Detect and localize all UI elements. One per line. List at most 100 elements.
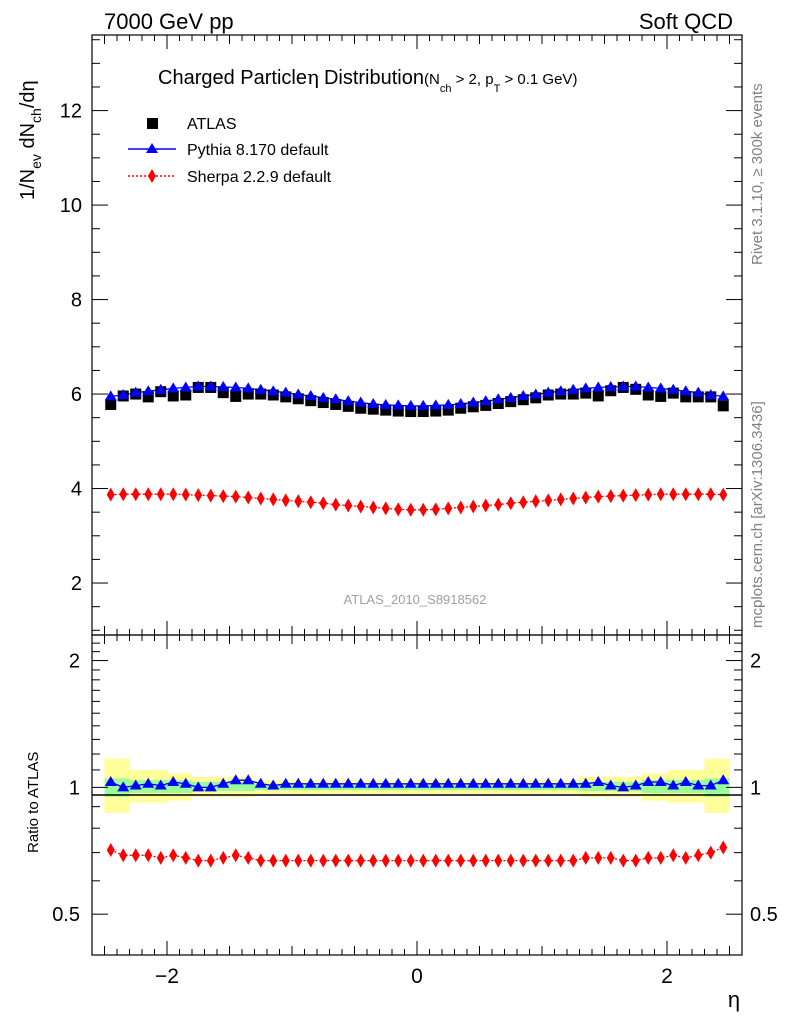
point-atlas-18: [330, 398, 342, 410]
ratio-point-pythia-47: [692, 779, 705, 790]
ylabel-end: /dη: [17, 80, 39, 108]
point-sherpa-41: [619, 488, 628, 503]
legend-atlas-label: ATLAS: [187, 116, 237, 133]
ratio-point-pythia-15: [292, 777, 305, 788]
point-sherpa-20: [356, 499, 365, 514]
point-sherpa-30: [481, 498, 490, 513]
point-sherpa-49: [719, 487, 728, 502]
ratio-point-pythia-33: [517, 777, 530, 788]
rivet-label: Rivet 3.1.10, ≥ 300k events: [749, 83, 766, 265]
point-pythia-26: [429, 399, 442, 410]
legend-atlas-marker: [147, 118, 158, 129]
axis-ticks: [92, 35, 742, 955]
ratio-point-pythia-5: [167, 775, 180, 786]
point-sherpa-39: [594, 489, 603, 504]
ratio-point-sherpa-3: [144, 848, 153, 863]
band-inner-7: [667, 780, 705, 793]
ratio-point-sherpa-31: [494, 853, 503, 868]
ratio-point-pythia-7: [192, 781, 205, 792]
point-pythia-45: [667, 383, 680, 394]
point-pythia-18: [329, 393, 342, 404]
point-sherpa-48: [706, 487, 715, 502]
ratio-point-pythia-19: [342, 777, 355, 788]
ratio-point-pythia-14: [279, 777, 292, 788]
ratio-point-sherpa-48: [706, 845, 715, 860]
point-pythia-1: [117, 389, 130, 399]
legend: ATLAS Pythia 8.170 default Sherpa 2.2.9 …: [128, 116, 332, 186]
ratio-point-sherpa-10: [231, 848, 240, 863]
point-sherpa-2: [131, 487, 140, 502]
y-tick-label-main: 10: [60, 195, 82, 217]
title-eta: η: [307, 65, 319, 89]
point-sherpa-45: [669, 487, 678, 502]
x-tick-label: 0: [411, 965, 423, 988]
ylabel-ch: ch: [28, 108, 44, 123]
point-sherpa-8: [206, 488, 215, 503]
ylabel-mid: dN: [17, 123, 39, 154]
ratio-point-sherpa-19: [344, 853, 353, 868]
ratio-point-sherpa-37: [569, 853, 578, 868]
ratio-point-sherpa-38: [581, 850, 590, 865]
point-sherpa-16: [306, 495, 315, 510]
ratio-point-pythia-11: [242, 774, 255, 785]
ratio-point-sherpa-9: [219, 850, 228, 865]
ratio-point-pythia-27: [442, 777, 455, 788]
ylabel-ev: ev: [28, 154, 44, 169]
point-sherpa-14: [281, 493, 290, 508]
band-inner-4: [254, 783, 580, 791]
point-atlas-19: [342, 400, 354, 412]
point-sherpa-32: [506, 496, 515, 511]
point-pythia-23: [392, 399, 405, 410]
point-pythia-36: [554, 385, 567, 396]
point-pythia-37: [567, 383, 580, 394]
ratio-point-sherpa-23: [394, 853, 403, 868]
point-atlas-17: [317, 397, 329, 409]
ratio-y-axis-label: Ratio to ATLAS: [25, 752, 42, 853]
point-pythia-48: [704, 389, 717, 399]
title-sub-end: > 0.1 GeV): [500, 71, 577, 88]
point-pythia-33: [517, 389, 530, 400]
ratio-point-pythia-29: [467, 777, 480, 788]
ratio-point-pythia-20: [354, 777, 367, 788]
ratio-point-sherpa-40: [606, 850, 615, 865]
main-panel: [92, 35, 742, 635]
point-sherpa-28: [456, 500, 465, 515]
ratio-point-sherpa-0: [106, 843, 115, 858]
point-pythia-6: [179, 381, 192, 392]
point-atlas-43: [642, 389, 654, 401]
ratio-point-pythia-40: [604, 779, 617, 790]
ratio-point-pythia-49: [717, 774, 730, 785]
point-sherpa-38: [581, 490, 590, 505]
ratio-point-sherpa-5: [169, 848, 178, 863]
y-tick-label-main: 4: [71, 479, 82, 501]
ratio-point-sherpa-34: [531, 853, 540, 868]
ratio-point-pythia-46: [679, 775, 692, 786]
point-pythia-3: [142, 385, 155, 396]
ratio-point-sherpa-36: [556, 853, 565, 868]
point-sherpa-11: [244, 490, 253, 505]
point-pythia-43: [642, 381, 655, 392]
point-sherpa-33: [519, 495, 528, 510]
ratio-point-sherpa-46: [681, 850, 690, 865]
title-sub-t: T: [494, 83, 501, 95]
point-atlas-37: [567, 388, 579, 400]
ratio-point-pythia-10: [229, 774, 242, 785]
ratio-point-sherpa-16: [306, 853, 315, 868]
ratio-point-pythia-22: [379, 777, 392, 788]
point-atlas-9: [217, 387, 229, 399]
point-pythia-0: [104, 390, 117, 401]
ratio-point-sherpa-17: [319, 853, 328, 868]
point-atlas-6: [180, 389, 192, 401]
ratio-point-sherpa-15: [294, 853, 303, 868]
point-sherpa-5: [169, 487, 178, 502]
point-pythia-28: [454, 397, 467, 408]
point-pythia-40: [604, 380, 617, 391]
point-atlas-5: [167, 390, 179, 402]
point-pythia-13: [267, 385, 280, 396]
ratio-point-sherpa-41: [619, 853, 628, 868]
point-atlas-29: [467, 401, 479, 413]
ratio-point-sherpa-2: [131, 848, 140, 863]
point-pythia-2: [129, 386, 142, 397]
mcplots-label: mcplots.cern.ch [arXiv:1306.3436]: [749, 401, 766, 628]
